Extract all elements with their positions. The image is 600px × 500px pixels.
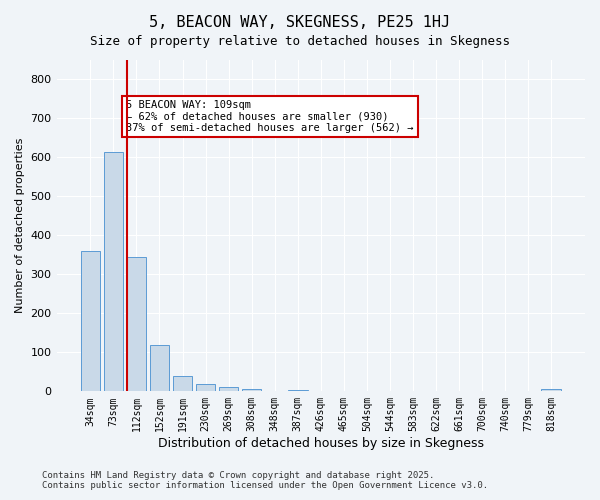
Bar	[242, 390, 262, 392]
Text: Contains HM Land Registry data © Crown copyright and database right 2025.
Contai: Contains HM Land Registry data © Crown c…	[42, 470, 488, 490]
X-axis label: Distribution of detached houses by size in Skegness: Distribution of detached houses by size …	[158, 437, 484, 450]
Bar	[149, 346, 169, 392]
Bar	[80, 251, 100, 392]
Text: 5 BEACON WAY: 109sqm
← 62% of detached houses are smaller (930)
37% of semi-deta: 5 BEACON WAY: 109sqm ← 62% of detached h…	[126, 100, 413, 133]
Bar	[219, 386, 238, 392]
Text: Size of property relative to detached houses in Skegness: Size of property relative to detached ho…	[90, 35, 510, 48]
Bar	[173, 376, 193, 392]
Bar	[127, 257, 146, 392]
Bar	[196, 384, 215, 392]
Bar	[288, 390, 308, 392]
Bar	[265, 390, 284, 392]
Text: 5, BEACON WAY, SKEGNESS, PE25 1HJ: 5, BEACON WAY, SKEGNESS, PE25 1HJ	[149, 15, 451, 30]
Y-axis label: Number of detached properties: Number of detached properties	[15, 138, 25, 314]
Bar	[541, 390, 561, 392]
Bar	[104, 152, 123, 392]
